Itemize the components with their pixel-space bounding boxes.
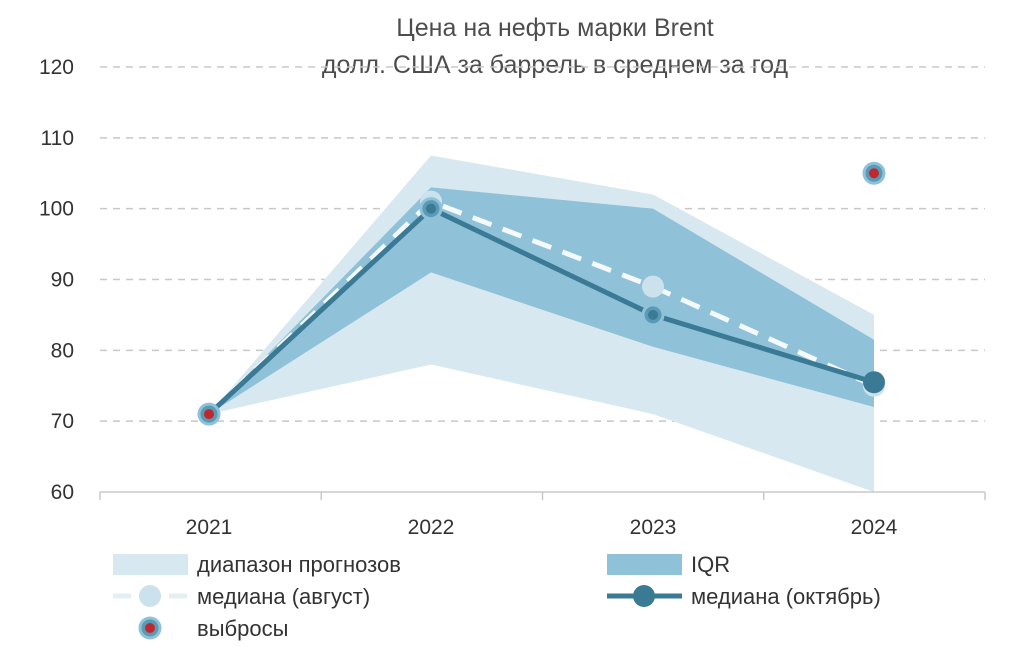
x-tick-label: 2023 [630,516,677,539]
x-tick-label: 2024 [851,516,898,539]
x-tick-labels: 2021 2022 2023 2024 [186,516,898,539]
series-markers [197,161,886,426]
iqr-band [209,187,874,415]
legend: диапазон прогнозов IQR медиана (август) мед… [113,552,881,641]
y-tick-label: 70 [51,410,74,433]
chart-subtitle: долл. США за баррель в среднем за год [322,51,789,79]
y-tick-label: 120 [39,56,74,79]
legend-label-august: медиана (август) [197,584,370,609]
y-tick-label: 90 [51,269,74,292]
series-lines [207,198,876,416]
y-tick-label: 60 [51,481,74,504]
legend-label-outliers: выбросы [197,616,288,641]
october-median-point-core [426,203,436,214]
series-line-october [207,206,875,416]
forecast-range-band [209,155,874,492]
legend-swatch-august-marker [139,585,161,607]
y-tick-labels: 60 70 80 90 100 110 120 [39,56,74,504]
legend-swatch-outlier-core [145,623,155,633]
legend-label-iqr: IQR [691,552,730,577]
october-median-point [863,371,885,394]
x-axis [99,491,986,500]
x-tick-label: 2022 [408,516,455,539]
outlier-point-core [869,168,879,179]
series-line-august [207,198,876,416]
legend-swatch-forecast-range [113,554,188,575]
outlier-point-core [204,409,214,420]
band-areas [209,155,874,492]
legend-swatch-october-marker [633,585,655,607]
y-tick-label: 100 [39,198,74,221]
y-tick-label: 80 [51,339,74,362]
x-tick-label: 2021 [186,516,233,539]
chart-title: Цена на нефть марки Brent [396,14,714,42]
august-median-point [642,275,664,298]
legend-swatch-iqr [607,554,682,575]
legend-label-forecast-range: диапазон прогнозов [197,552,401,577]
legend-label-october: медиана (октябрь) [691,584,881,609]
october-median-point-core [648,309,658,320]
y-tick-label: 110 [41,127,74,150]
